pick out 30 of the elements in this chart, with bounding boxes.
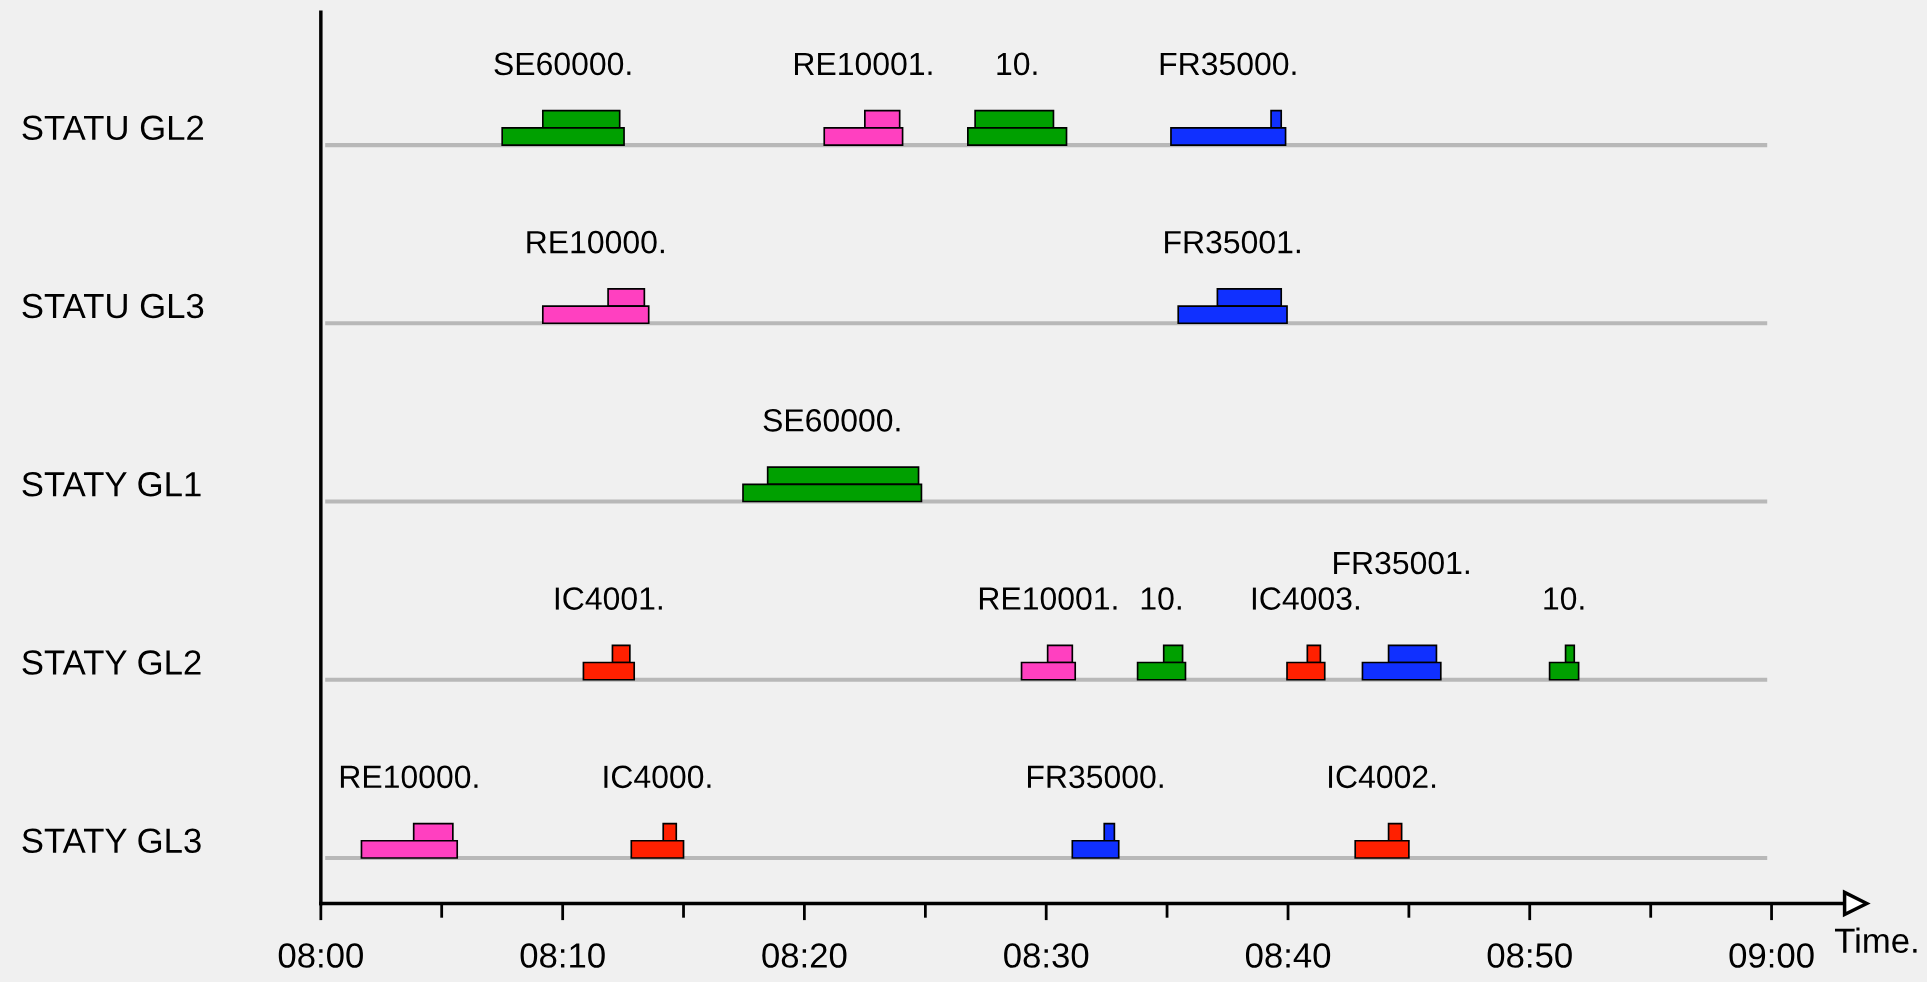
series-label: RE10001. bbox=[795, 52, 932, 76]
x-tick-label: 08:10 bbox=[520, 943, 605, 968]
x-tick-label: 08:30 bbox=[1004, 943, 1089, 968]
x-tick-label: 08:40 bbox=[1245, 943, 1331, 968]
series-label: 10. bbox=[1141, 587, 1181, 610]
x-tick-label: 08:20 bbox=[762, 943, 847, 968]
series-label: RE10000. bbox=[527, 230, 664, 254]
series-label: SE60000. bbox=[494, 52, 631, 76]
series-label: IC4002. bbox=[1329, 765, 1436, 789]
series-label: 10. bbox=[997, 52, 1037, 76]
x-tick-label: 08:00 bbox=[278, 943, 363, 968]
x-tick-label: 09:00 bbox=[1729, 943, 1814, 968]
series-label: FR35000. bbox=[1160, 52, 1296, 76]
text: FR35001. bbox=[1334, 551, 1469, 575]
series-label: FR35000. bbox=[1028, 765, 1163, 789]
series-label: 10. bbox=[1544, 587, 1584, 610]
x-axis-title: Time. bbox=[1834, 927, 1917, 954]
series-label: IC4001. bbox=[555, 587, 662, 610]
y-tick-label: STATU GL3 bbox=[22, 293, 204, 319]
y-tick-label: STATY GL3 bbox=[22, 828, 201, 854]
y-tick-label: STATU GL2 bbox=[22, 115, 204, 141]
y-tick-label: STATY GL2 bbox=[22, 650, 201, 675]
series-label: SE60000. bbox=[763, 409, 900, 432]
series-label: FR35001. bbox=[1165, 230, 1300, 254]
series-label: IC4000. bbox=[604, 765, 711, 789]
y-tick-label: STATY GL1 bbox=[22, 472, 201, 497]
x-tick-label: 08:50 bbox=[1487, 943, 1572, 968]
series-label: IC4003. bbox=[1252, 587, 1359, 610]
series-label: RE10001. bbox=[979, 587, 1117, 610]
series-label: RE10000. bbox=[340, 765, 478, 789]
